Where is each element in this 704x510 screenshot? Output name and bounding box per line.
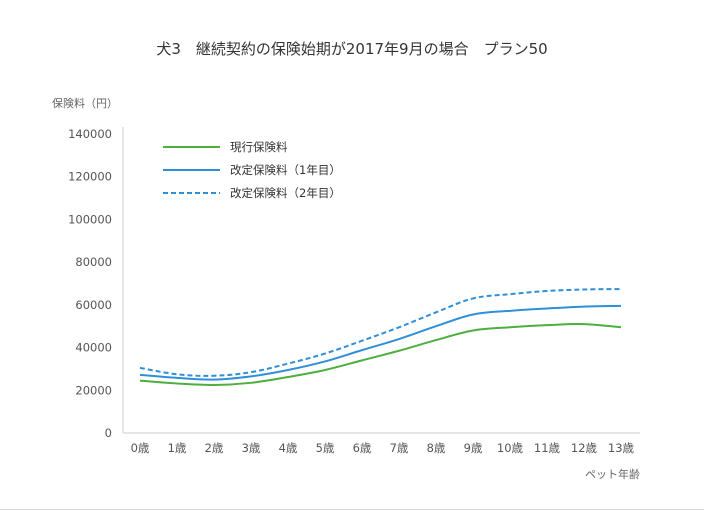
x-tick-label: 10歳 [497, 441, 524, 455]
x-tick-label: 7歳 [390, 441, 409, 455]
series-line-2 [139, 304, 622, 381]
y-tick-labels: 0 20000 40000 60000 80000 100000 120000 140000 [68, 127, 112, 440]
series-line-3 [139, 288, 622, 377]
x-axis-title: ペット年齢 [585, 467, 640, 481]
x-tick-labels: 0歳 1歳 2歳 3歳 4歳 5歳 6歳 7歳 8歳 9歳 10歳 11歳 12歳 13歳 [131, 441, 635, 455]
x-tick-label: 9歳 [464, 441, 483, 455]
x-tick-label: 0歳 [131, 441, 150, 455]
x-tick-label: 13歳 [608, 441, 635, 455]
y-tick-label: 80000 [75, 255, 112, 269]
x-tick-label: 6歳 [353, 441, 372, 455]
chart-title: 犬3 継続契約の保険始期が2017年9月の場合 プラン50 [156, 40, 548, 58]
y-tick-label: 0 [105, 426, 112, 440]
y-tick-label: 20000 [75, 383, 112, 397]
x-tick-label: 3歳 [242, 441, 261, 455]
legend-label: 改定保険料（2年目） [230, 186, 341, 200]
x-tick-label: 4歳 [279, 441, 298, 455]
legend-label: 現行保険料 [230, 140, 288, 154]
y-tick-label: 140000 [68, 127, 112, 141]
legend-label: 改定保険料（1年目） [230, 163, 341, 177]
series-lines [139, 288, 622, 386]
y-axis-title: 保険料（円） [52, 96, 118, 110]
x-tick-label: 12歳 [571, 441, 598, 455]
y-tick-label: 60000 [75, 298, 112, 312]
x-tick-label: 1歳 [168, 441, 187, 455]
x-tick-label: 2歳 [205, 441, 224, 455]
series-line-1 [139, 322, 622, 386]
y-tick-label: 100000 [68, 212, 112, 226]
y-tick-label: 40000 [75, 341, 112, 355]
y-tick-label: 120000 [68, 170, 112, 184]
x-tick-label: 5歳 [316, 441, 335, 455]
x-tick-label: 11歳 [534, 441, 561, 455]
x-tick-label: 8歳 [427, 441, 446, 455]
